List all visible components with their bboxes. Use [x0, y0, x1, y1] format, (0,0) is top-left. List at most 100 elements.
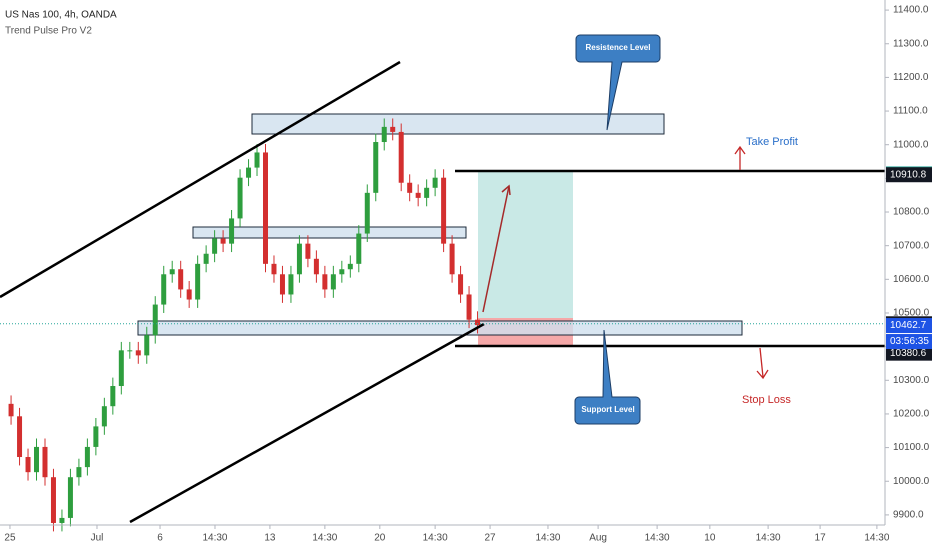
candle-body — [288, 274, 294, 295]
price-label-bg — [886, 167, 932, 183]
x-tick-label: Aug — [589, 533, 607, 544]
candle-body — [279, 274, 285, 295]
x-tick-label: 14:30 — [535, 533, 560, 544]
candle-body — [229, 218, 235, 244]
x-tick-label: 17 — [815, 533, 827, 544]
candle-body — [381, 126, 387, 143]
y-tick-label: 11300.0 — [893, 38, 929, 49]
candle-body — [203, 253, 209, 264]
candle-body — [127, 350, 133, 352]
candle-body — [415, 192, 421, 198]
candle-body — [263, 152, 268, 264]
candle-body — [25, 457, 31, 473]
candle-body — [17, 416, 23, 458]
chart-title: US Nas 100, 4h, OANDA — [5, 10, 117, 21]
price-label-bg — [886, 318, 932, 334]
y-tick-label: 10600.0 — [893, 274, 930, 285]
candle-body — [212, 238, 218, 254]
candle-body — [42, 446, 48, 478]
candle-body — [449, 243, 455, 275]
candle-body — [305, 243, 311, 259]
candle-body — [398, 131, 404, 183]
price-label: 10380.6 — [890, 348, 927, 359]
candle-body — [356, 233, 362, 264]
chart-subtitle: Trend Pulse Pro V2 — [5, 26, 92, 37]
x-tick-label: 14:30 — [756, 533, 781, 544]
x-tick-label: 14:30 — [312, 533, 337, 544]
y-tick-label: 11000.0 — [893, 139, 929, 150]
candle-body — [178, 269, 184, 290]
take-profit-label: Take Profit — [746, 136, 798, 148]
x-tick-label: 6 — [157, 533, 163, 544]
x-tick-label: 13 — [264, 533, 276, 544]
x-tick-label: 20 — [374, 533, 386, 544]
candle-body — [186, 289, 192, 300]
candle-body — [339, 269, 345, 275]
y-tick-label: 10700.0 — [893, 240, 930, 251]
candle-body — [220, 238, 226, 244]
y-tick-label: 10100.0 — [893, 442, 930, 453]
price-label: 10462.7 — [890, 320, 927, 331]
support-callout — [574, 329, 641, 425]
y-tick-label: 11200.0 — [893, 72, 929, 83]
y-tick-label: 11400.0 — [893, 5, 929, 16]
x-tick-label: 14:30 — [645, 533, 670, 544]
sl-arrow — [756, 347, 769, 380]
candle-body — [271, 263, 277, 275]
y-tick-label: 10000.0 — [893, 476, 930, 487]
candle-body — [135, 350, 141, 356]
support-box — [137, 320, 743, 336]
tp-arrow — [734, 145, 746, 170]
x-tick-label: 27 — [485, 533, 497, 544]
profit-zone — [478, 172, 573, 318]
y-tick-label: 10800.0 — [893, 207, 930, 218]
candle-body — [161, 274, 167, 305]
candle-body — [475, 319, 481, 326]
drawings-top: Resistence Level Support Level Take Prof… — [0, 34, 885, 524]
trade-arrow — [482, 185, 510, 313]
candle-body — [330, 274, 336, 290]
candle-body — [169, 269, 175, 275]
candle-body — [254, 152, 260, 168]
candle-body — [364, 192, 370, 234]
candle-body — [195, 263, 201, 300]
candle-body — [8, 403, 14, 417]
y-tick-label: 10200.0 — [893, 409, 930, 420]
drawings — [137, 113, 743, 346]
candle-body — [152, 304, 158, 336]
candle-body — [93, 426, 99, 447]
x-tick-label: 14:30 — [423, 533, 448, 544]
candle-body — [59, 517, 65, 523]
x-tick-label: 25 — [4, 533, 16, 544]
x-tick-label: 14:30 — [202, 533, 227, 544]
candle-body — [424, 187, 430, 198]
support-label: Support Level — [581, 405, 634, 414]
countdown-bg — [886, 334, 932, 350]
price-label-bg — [886, 345, 932, 361]
resistance-box — [251, 113, 665, 135]
candle-body — [110, 386, 116, 407]
countdown: 03:56:35 — [890, 336, 929, 347]
candle-body — [458, 274, 464, 295]
y-tick-label: 10300.0 — [893, 375, 930, 386]
resistance-callout — [575, 34, 661, 131]
y-tick-label: 10500.0 — [893, 308, 930, 319]
candle-body — [84, 446, 90, 468]
candle-body — [466, 294, 472, 320]
candles — [8, 118, 481, 532]
trade-arrow-head — [501, 184, 511, 196]
candle-body — [313, 258, 319, 275]
candle-body — [101, 406, 107, 427]
candle-body — [144, 335, 150, 356]
candle-body — [67, 477, 73, 518]
mid-box — [192, 226, 467, 239]
x-tick-label: Jul — [91, 533, 104, 544]
candle-body — [296, 243, 302, 275]
lower-channel — [129, 322, 485, 524]
stop-loss-label: Stop Loss — [742, 394, 791, 406]
resistance-label: Resistence Level — [586, 43, 651, 52]
price-label: 10910.8 — [890, 169, 927, 180]
candle-body — [34, 446, 40, 473]
candle-body — [322, 274, 328, 290]
